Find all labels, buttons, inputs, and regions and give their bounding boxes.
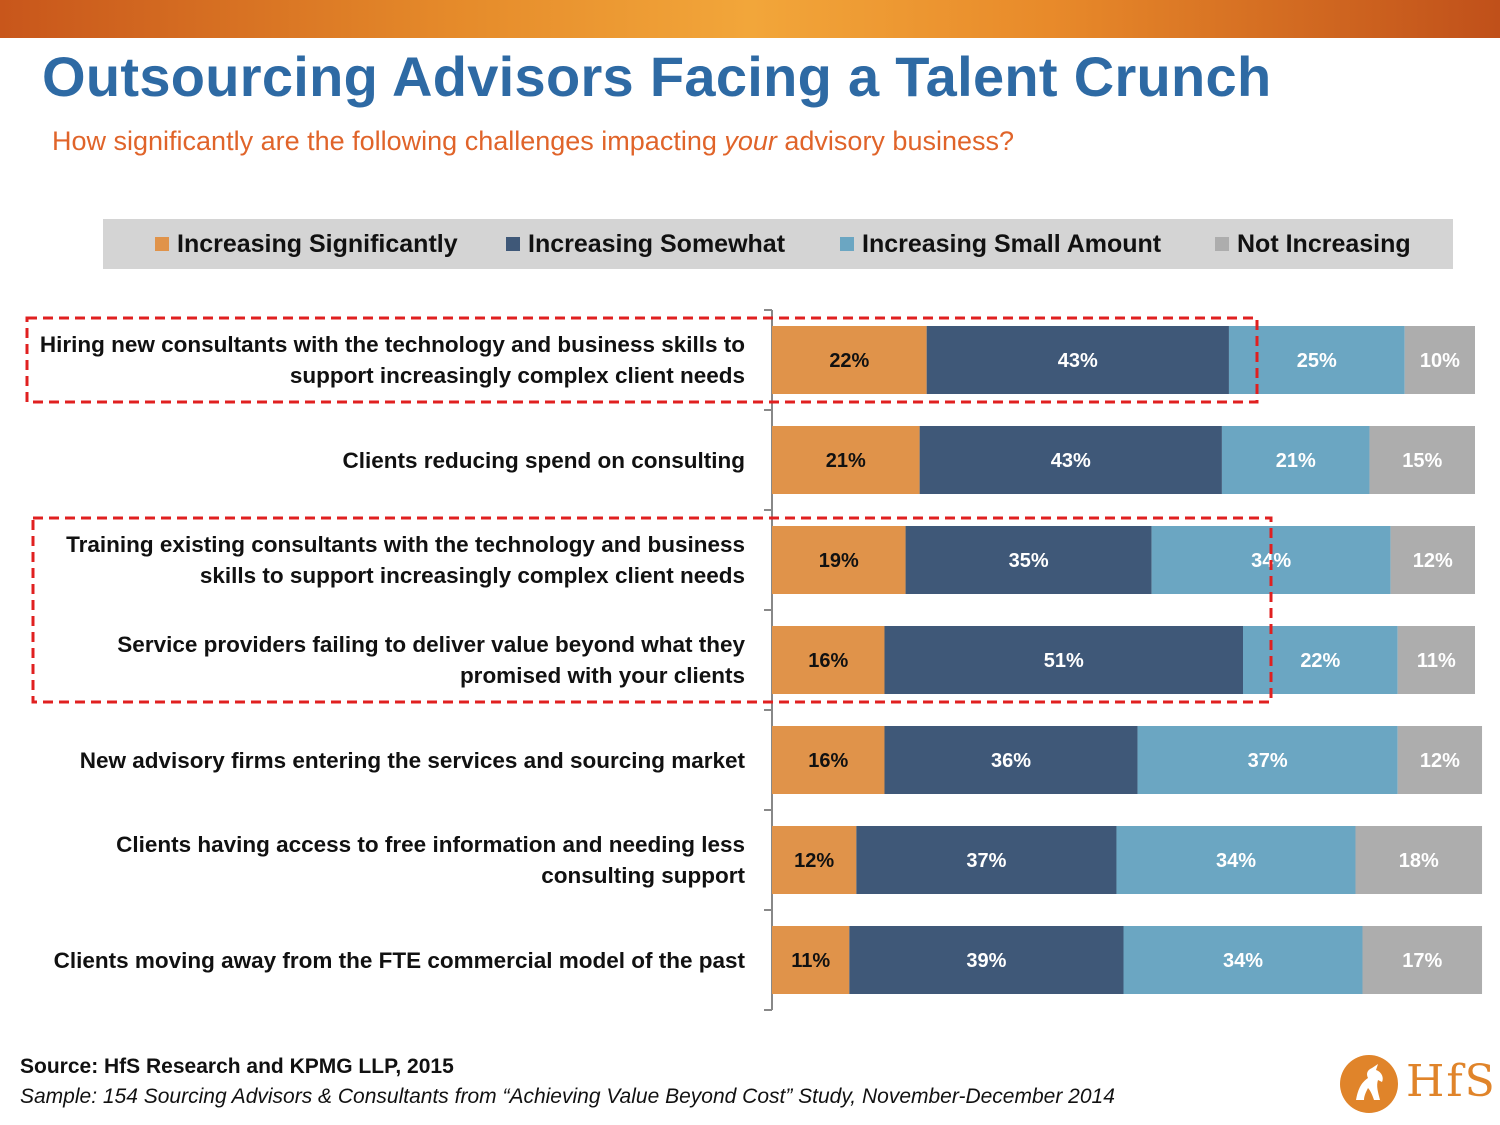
bar-segment-increasing-significantly-6 [772, 826, 857, 894]
bar-segment-increasing-significantly-7 [772, 926, 850, 994]
logo-text: HfS [1406, 1056, 1497, 1107]
data-label: 22% [1300, 650, 1340, 672]
data-label: 17% [1402, 950, 1442, 972]
data-label: 22% [829, 350, 869, 372]
data-label: 11% [1417, 650, 1456, 672]
data-label: 16% [808, 750, 848, 772]
bar-segment-increasing-significantly-4 [772, 626, 885, 694]
data-label: 43% [1051, 450, 1091, 472]
page-title: Outsourcing Advisors Facing a Talent Cru… [42, 45, 1272, 108]
highlight-box-1 [25, 316, 1259, 404]
bar-segment-increasing-somewhat-1 [926, 326, 1229, 394]
data-label: 12% [1413, 550, 1453, 572]
bar-segment-increasing-somewhat-4 [884, 626, 1244, 694]
page-subtitle: How significantly are the following chal… [52, 126, 1014, 157]
subtitle-emphasis: your [724, 126, 777, 156]
bar-segment-increasing-small-amount-7 [1123, 926, 1363, 994]
legend-item-not-increasing: Not Increasing [1215, 219, 1411, 269]
category-label: Clients moving away from the FTE commerc… [53, 947, 745, 973]
data-label: 11% [791, 950, 830, 972]
legend-swatch [1215, 237, 1229, 251]
bar-segment-increasing-somewhat-6 [856, 826, 1117, 894]
legend-item-increasing-significantly: Increasing Significantly [155, 219, 458, 269]
category-label: New advisory firms entering the services… [79, 747, 745, 773]
data-label: 34% [1216, 850, 1256, 872]
legend-item-increasing-somewhat: Increasing Somewhat [506, 219, 785, 269]
legend-item-increasing-small-amount: Increasing Small Amount [840, 219, 1161, 269]
chart-legend: Increasing Significantly Increasing Some… [103, 219, 1453, 269]
bar-segment-increasing-somewhat-7 [849, 926, 1124, 994]
legend-swatch [506, 237, 520, 251]
bar-segment-not-increasing-6 [1355, 826, 1483, 894]
bar-segment-increasing-small-amount-2 [1221, 426, 1370, 494]
category-label: Clients having access to free informatio… [116, 832, 745, 888]
sample-note: Sample: 154 Sourcing Advisors & Consulta… [20, 1085, 1115, 1108]
data-label: 15% [1402, 450, 1442, 472]
bar-segment-not-increasing-4 [1397, 626, 1475, 694]
data-label: 18% [1399, 850, 1439, 872]
category-label: Service providers failing to deliver val… [117, 632, 745, 688]
subtitle-text-after: advisory business? [776, 126, 1015, 156]
bar-segment-increasing-significantly-2 [772, 426, 920, 494]
data-label: 37% [1248, 750, 1288, 772]
data-label: 10% [1420, 350, 1460, 372]
bar-segment-increasing-significantly-3 [772, 526, 906, 594]
data-label: 21% [1276, 450, 1316, 472]
header-band [0, 0, 1500, 38]
hfs-logo: HfS [1338, 1052, 1495, 1116]
bar-segment-not-increasing-3 [1390, 526, 1475, 594]
bar-segment-not-increasing-2 [1369, 426, 1475, 494]
legend-swatch [840, 237, 854, 251]
category-label: Training existing consultants with the t… [66, 532, 745, 588]
data-label: 16% [808, 650, 848, 672]
bar-segment-increasing-somewhat-3 [905, 526, 1152, 594]
data-label: 12% [1420, 750, 1460, 772]
bar-segment-not-increasing-5 [1397, 726, 1483, 794]
source-note: Source: HfS Research and KPMG LLP, 2015 [20, 1055, 454, 1078]
bar-segment-increasing-somewhat-2 [919, 426, 1222, 494]
legend-label: Increasing Somewhat [528, 229, 786, 258]
legend-label: Increasing Significantly [177, 229, 458, 258]
bar-segment-increasing-small-amount-5 [1137, 726, 1398, 794]
bar-segment-increasing-significantly-1 [772, 326, 927, 394]
legend-label: Not Increasing [1237, 229, 1411, 258]
horse-logo-icon [1340, 1055, 1398, 1113]
bar-segment-increasing-significantly-5 [772, 726, 885, 794]
subtitle-text-before: How significantly are the following chal… [52, 126, 725, 156]
data-label: 12% [794, 850, 834, 872]
data-label: 37% [966, 850, 1006, 872]
data-label: 19% [819, 550, 859, 572]
bar-segment-increasing-somewhat-5 [884, 726, 1138, 794]
legend-swatch [155, 237, 169, 251]
data-label: 25% [1297, 350, 1337, 372]
category-label: Clients reducing spend on consulting [342, 447, 745, 473]
bar-segment-increasing-small-amount-6 [1116, 826, 1356, 894]
data-label: 39% [966, 950, 1006, 972]
data-label: 35% [1009, 550, 1049, 572]
bar-segment-increasing-small-amount-4 [1243, 626, 1398, 694]
data-label: 43% [1058, 350, 1098, 372]
highlight-box-2 [31, 516, 1273, 704]
data-label: 51% [1044, 650, 1084, 672]
bar-segment-not-increasing-1 [1404, 326, 1475, 394]
data-label: 34% [1223, 950, 1263, 972]
data-label: 36% [991, 750, 1031, 772]
category-label: Hiring new consultants with the technolo… [39, 332, 745, 388]
bar-segment-not-increasing-7 [1362, 926, 1483, 994]
data-label: 21% [826, 450, 866, 472]
legend-label: Increasing Small Amount [862, 229, 1162, 258]
